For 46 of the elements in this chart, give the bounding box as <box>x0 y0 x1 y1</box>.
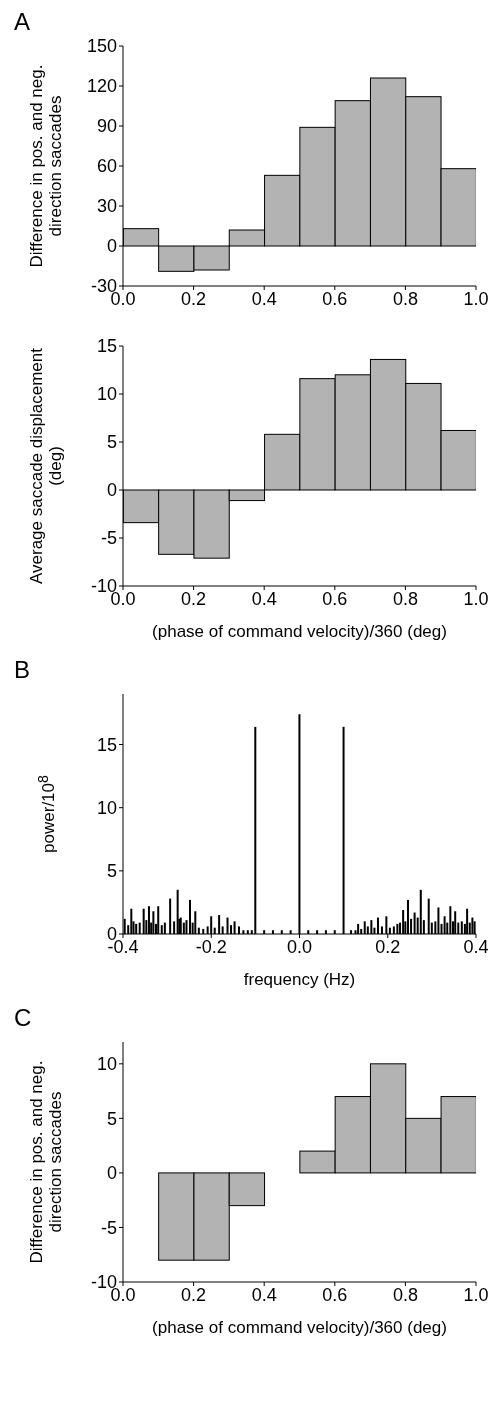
y-tick-label: 0 <box>106 480 117 501</box>
x-tick-label: 0.4 <box>251 588 277 609</box>
x-tick-label: 0.6 <box>322 588 348 609</box>
y-tick-label: 10 <box>96 384 117 405</box>
y-tick-label: -5 <box>100 528 117 549</box>
y-tick-label: 150 <box>86 36 117 57</box>
x-axis-title: frequency (Hz) <box>242 970 357 990</box>
x-tick-label: 1.0 <box>463 1284 489 1305</box>
y-tick-label: 15 <box>96 336 117 357</box>
x-tick-label: -0.2 <box>195 936 227 957</box>
x-tick-label: 0.0 <box>286 936 313 957</box>
x-tick-label: 0.2 <box>181 288 207 309</box>
x-tick-label: 0.2 <box>375 936 401 957</box>
x-tick-label: 0.6 <box>322 288 348 309</box>
x-tick-label: 0.4 <box>251 1284 277 1305</box>
y-tick-label: 10 <box>96 798 117 819</box>
y-axis-title: Difference in pos. and neg. direction saccades <box>27 64 65 268</box>
y-axis-title: Average saccade displacement (deg) <box>27 347 65 586</box>
x-tick-label: 1.0 <box>463 288 489 309</box>
y-tick-label: 0 <box>106 1163 117 1184</box>
y-tick-label: 5 <box>106 861 117 882</box>
x-tick-label: 0.8 <box>392 1284 418 1305</box>
y-tick-label: 0 <box>106 236 117 257</box>
y-tick-label: 30 <box>96 196 117 217</box>
chart-title: A <box>13 8 31 37</box>
y-tick-label: 90 <box>96 116 117 137</box>
y-tick-label: 10 <box>96 1054 117 1075</box>
chart-title: C <box>13 1004 33 1033</box>
x-tick-label: 0.2 <box>181 1284 207 1305</box>
x-tick-label: 1.0 <box>463 588 489 609</box>
x-tick-label: 0.2 <box>181 588 207 609</box>
y-tick-label: 5 <box>106 1108 117 1129</box>
y-axis-title: Difference in pos. and neg. direction saccades <box>27 1060 65 1264</box>
y-tick-label: -5 <box>100 1217 117 1238</box>
x-tick-label: 0.4 <box>251 288 277 309</box>
x-axis-title: (phase of command velocity)/360 (deg) <box>151 622 448 642</box>
y-tick-label: 15 <box>96 734 117 755</box>
chart-title: B <box>13 656 31 685</box>
x-tick-label: 0.8 <box>392 288 418 309</box>
x-tick-label: 0.8 <box>392 588 418 609</box>
y-tick-label: 60 <box>96 156 117 177</box>
y-tick-label: 5 <box>106 432 117 453</box>
y-tick-label: 120 <box>86 76 117 97</box>
x-tick-label: 0.6 <box>322 1284 348 1305</box>
x-tick-label: 0.4 <box>463 936 489 957</box>
x-axis-title: (phase of command velocity)/360 (deg) <box>151 1318 448 1338</box>
